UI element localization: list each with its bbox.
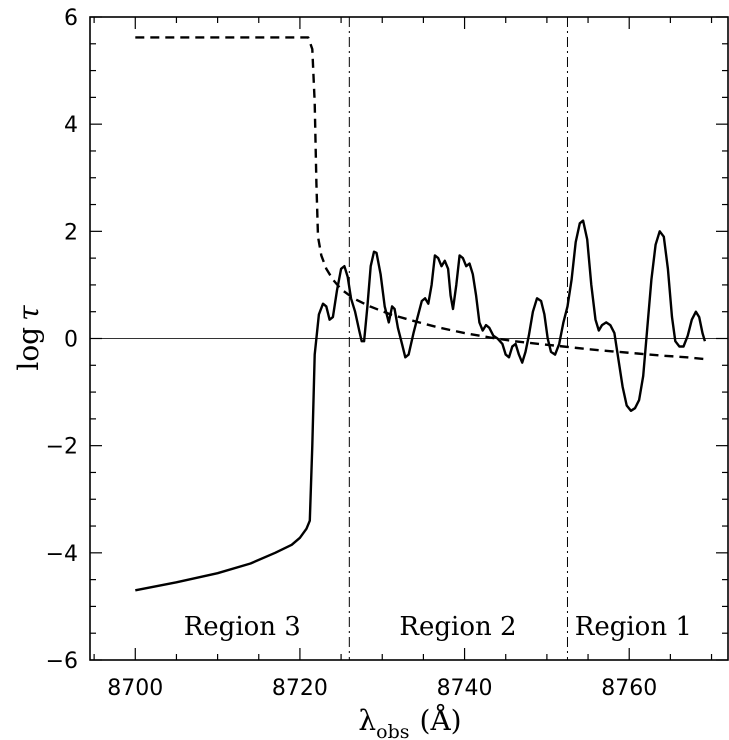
region-label: Region 2 <box>399 612 516 642</box>
dashed-series-line <box>135 36 704 361</box>
x-axis-title: λobs (Å) <box>358 704 461 740</box>
x-axis-title-subscript: obs <box>376 721 409 740</box>
region-label: Region 3 <box>184 612 301 642</box>
y-tick-label: 4 <box>64 113 78 138</box>
y-tick-label: −2 <box>46 435 78 460</box>
x-tick-label: 8720 <box>272 676 328 701</box>
y-axis-title-symbol: τ <box>12 305 45 321</box>
y-tick-label: 2 <box>64 220 78 245</box>
tick-labels: 8700 8720 8740 8760 −6 −4 −2 0 2 4 6 <box>46 6 658 701</box>
y-tick-label: −6 <box>46 649 78 674</box>
y-tick-label: 6 <box>64 6 78 31</box>
region-labels: Region 3 Region 2 Region 1 <box>184 612 692 642</box>
region-label: Region 1 <box>575 612 692 642</box>
tick-marks <box>90 16 728 661</box>
x-axis-title-unit: (Å) <box>420 704 462 737</box>
y-tick-label: −4 <box>46 542 78 567</box>
y-tick-label: 0 <box>64 328 78 353</box>
x-tick-label: 8740 <box>437 676 493 701</box>
x-axis-title-symbol: λ <box>358 704 376 737</box>
y-axis-title: log τ <box>12 305 45 371</box>
solid-series-line <box>135 219 707 592</box>
series-layer <box>135 36 707 592</box>
x-tick-label: 8700 <box>107 676 163 701</box>
region-boundaries <box>348 17 568 660</box>
y-axis-title-prefix: log <box>12 327 45 371</box>
plot-frame <box>89 16 729 661</box>
x-tick-label: 8760 <box>601 676 657 701</box>
